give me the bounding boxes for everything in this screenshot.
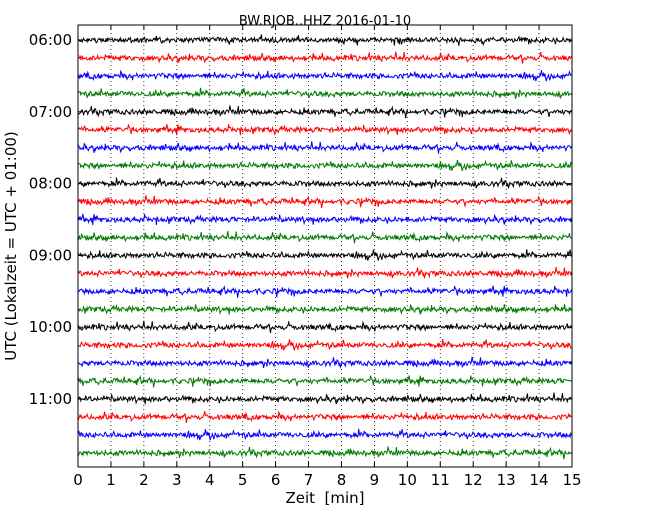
x-axis-ticks: 0 1 2 3 4 5 6 7 8 9 10 11 12 13 14 15 [73, 25, 582, 489]
x-tick-label: 13 [497, 471, 516, 489]
y-tick-label: 09:00 [29, 246, 72, 264]
trace-line [77, 446, 572, 460]
seismogram-traces [77, 34, 572, 460]
x-tick-label: 4 [205, 471, 215, 489]
trace-line [77, 34, 572, 47]
x-tick-label: 0 [73, 471, 83, 489]
x-tick-label: 10 [398, 471, 417, 489]
y-tick-label: 10:00 [29, 318, 72, 336]
x-tick-label: 6 [271, 471, 281, 489]
trace-line [77, 213, 572, 226]
trace-line [77, 410, 572, 423]
x-tick-label: 3 [172, 471, 182, 489]
trace-line [77, 87, 572, 99]
x-tick-label: 11 [431, 471, 450, 489]
x-tick-label: 8 [337, 471, 347, 489]
trace-line [77, 51, 572, 64]
y-tick-label: 08:00 [29, 175, 72, 193]
y-axis-label: UTC (Lokalzeit = UTC + 01:00) [2, 131, 20, 361]
x-axis-label: Zeit [min] [285, 489, 364, 507]
trace-line [77, 105, 572, 119]
trace-line [77, 338, 572, 351]
y-tick-label: 07:00 [29, 103, 72, 121]
trace-line [77, 124, 572, 136]
y-tick-label: 06:00 [29, 31, 72, 49]
x-tick-label: 14 [530, 471, 549, 489]
trace-line [77, 141, 572, 154]
trace-line [77, 195, 572, 208]
chart-title: BW.RJOB..HHZ 2016-01-10 [239, 14, 411, 29]
y-axis-ticks: 06:00 07:00 08:00 09:00 10:00 11:00 [29, 31, 572, 408]
trace-line [77, 159, 572, 172]
x-tick-label: 5 [238, 471, 248, 489]
trace-line [77, 177, 572, 190]
trace-line [77, 266, 572, 280]
trace-line [77, 285, 572, 298]
trace-line [77, 69, 572, 82]
trace-line [77, 374, 572, 388]
x-tick-label: 12 [464, 471, 483, 489]
trace-line [77, 320, 572, 334]
vertical-grid [110, 25, 540, 467]
trace-line [77, 230, 572, 244]
x-tick-label: 7 [304, 471, 314, 489]
y-tick-label: 11:00 [29, 390, 72, 408]
trace-line [77, 249, 572, 261]
x-tick-label: 1 [106, 471, 116, 489]
x-tick-label: 9 [370, 471, 380, 489]
trace-line [77, 303, 572, 316]
x-tick-label: 2 [139, 471, 149, 489]
trace-line [77, 392, 572, 405]
x-tick-label: 15 [562, 471, 581, 489]
plot-frame [77, 24, 573, 468]
trace-line [77, 428, 572, 441]
trace-line [77, 356, 572, 369]
